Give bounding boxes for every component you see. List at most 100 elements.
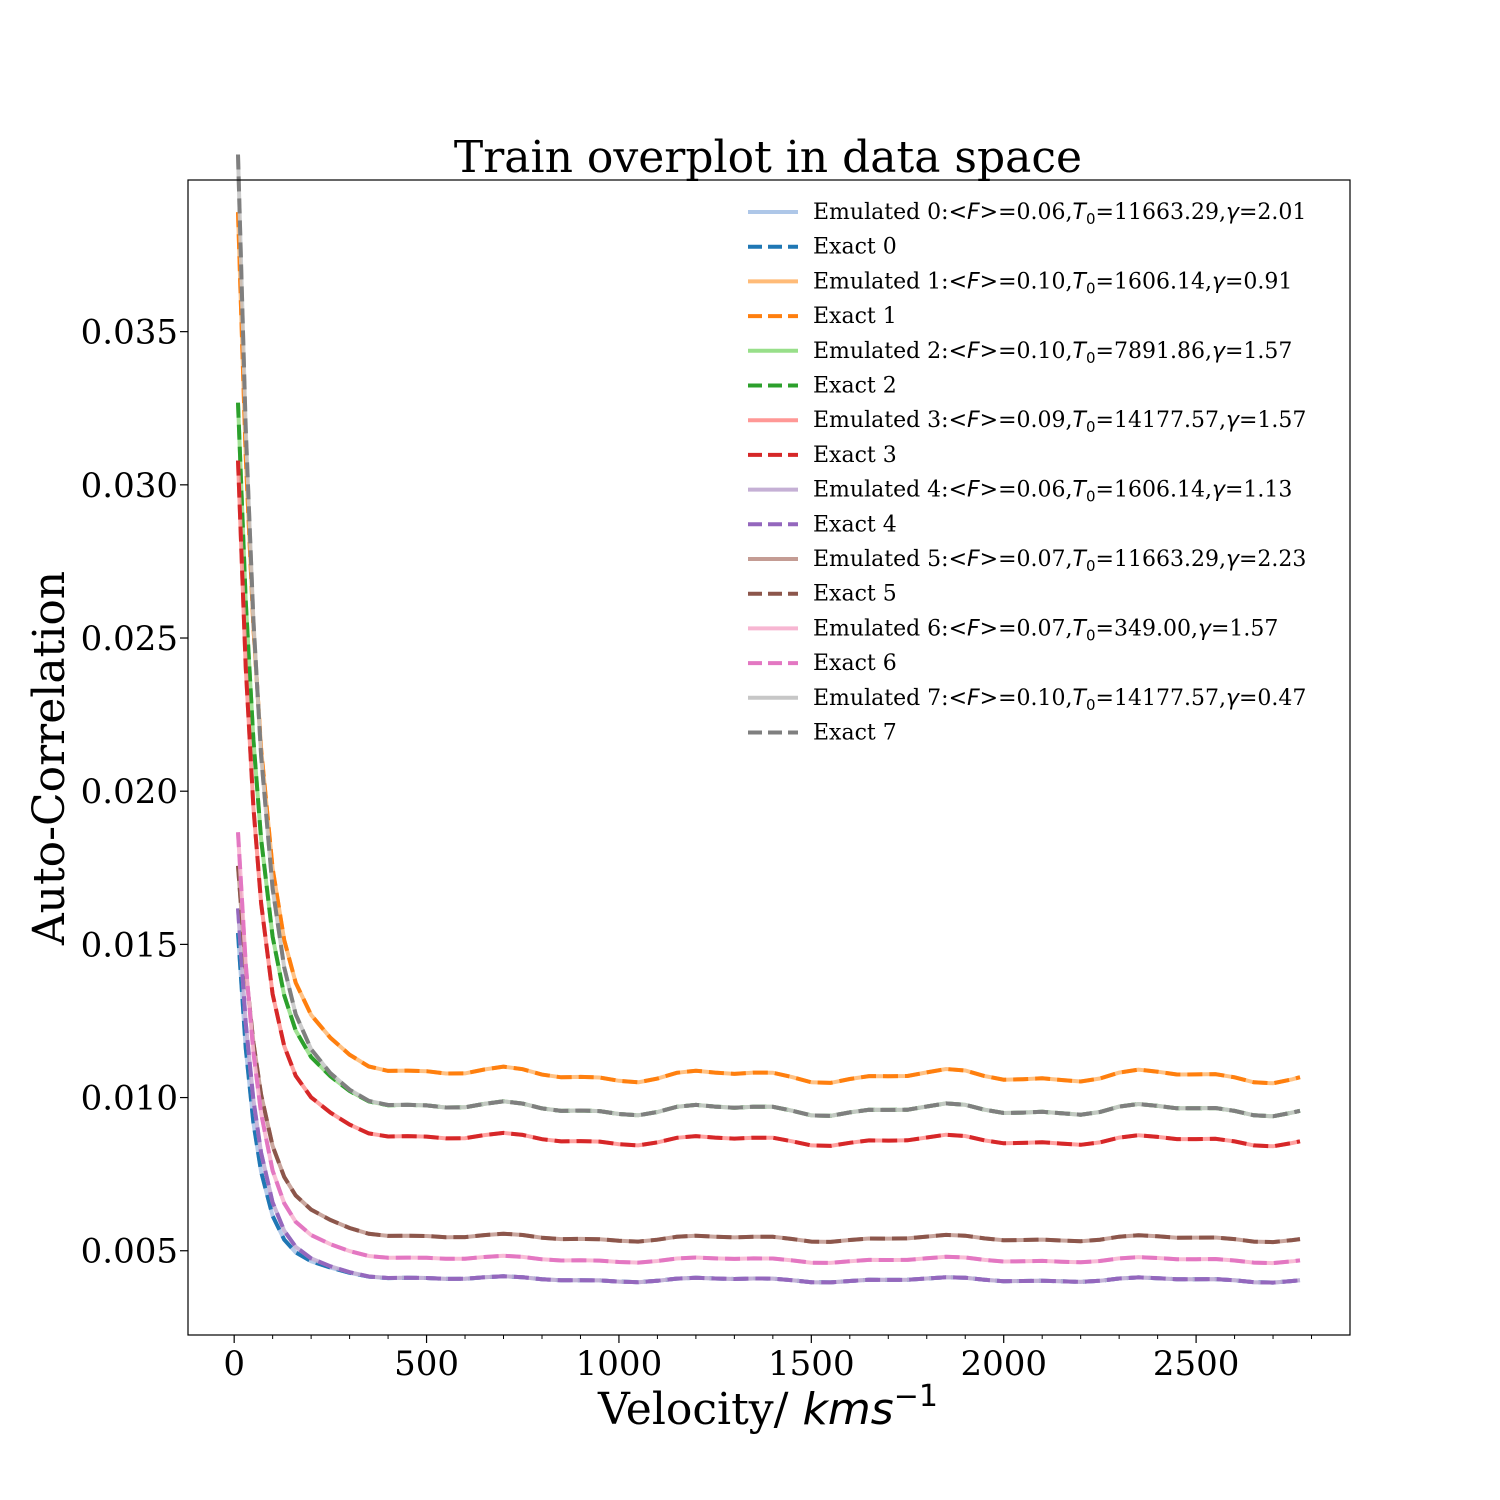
legend-label-part: <F>: [949, 408, 999, 433]
legend-label-emulated: Emulated 2:<F>=0.10,T0=7891.86,γ=1.57: [813, 339, 1292, 367]
legend-label-part: <F>: [949, 200, 999, 225]
legend-label-part: =0.10,: [998, 269, 1072, 294]
legend-label-emulated: Emulated 5:<F>=0.07,T0=11663.29,γ=2.23: [813, 547, 1306, 575]
y-tick-label: 0.015: [81, 925, 178, 965]
exact-line-2: [236, 402, 1301, 1119]
exact-line-5: [236, 865, 1301, 1245]
legend-label-part: Emulated 7:: [813, 686, 949, 711]
legend-label-part: γ: [1226, 547, 1240, 572]
y-tick-label: 0.005: [81, 1232, 178, 1272]
legend-label-part: 0: [1086, 210, 1096, 228]
exact-line-6: [236, 832, 1301, 1266]
exact-line-4: [236, 908, 1301, 1285]
legend-label-part: 0: [1086, 557, 1096, 575]
legend-label-part: T: [1073, 616, 1088, 641]
legend-label-exact: Exact 7: [813, 721, 897, 746]
legend-label-part: =1.13: [1225, 478, 1292, 503]
legend-label-part: =349.00,: [1096, 616, 1198, 641]
legend-label-part: <F>: [949, 686, 999, 711]
legend-label-exact: Exact 0: [813, 235, 897, 260]
legend-label-part: γ: [1212, 269, 1226, 294]
legend-label-part: Emulated 3:: [813, 408, 949, 433]
legend: Emulated 0:<F>=0.06,T0=11663.29,γ=2.01Ex…: [748, 200, 1306, 746]
emulated-line-4: [236, 908, 1301, 1285]
y-tick-label: 0.025: [81, 619, 178, 659]
y-axis: 0.005 0.010 0.015 0.020 0.025 0.030 0.035: [81, 313, 188, 1272]
x-tick-label: 2000: [960, 1344, 1047, 1384]
legend-label-part: <F>: [949, 269, 999, 294]
legend-label-part: =1606.14,: [1096, 478, 1212, 503]
legend-label-part: =2.01: [1239, 200, 1306, 225]
legend-label-part: =1606.14,: [1096, 269, 1212, 294]
legend-label-part: γ: [1212, 339, 1226, 364]
x-tick-label: 2500: [1153, 1344, 1240, 1384]
legend-label-part: =2.23: [1239, 547, 1306, 572]
legend-label-part: γ: [1226, 408, 1240, 433]
legend-label-part: T: [1073, 200, 1088, 225]
emulated-line-2: [236, 402, 1301, 1119]
legend-label-part: =14177.57,: [1096, 408, 1226, 433]
legend-label-part: Emulated 2:: [813, 339, 949, 364]
legend-label-part: =0.06,: [998, 200, 1072, 225]
emulated-line-6: [236, 832, 1301, 1266]
exact-line-1: [236, 212, 1301, 1086]
y-tick-label: 0.010: [81, 1079, 178, 1119]
plot-lines: [236, 154, 1301, 1285]
legend-label-part: <F>: [949, 547, 999, 572]
legend-label-part: <F>: [949, 339, 999, 364]
legend-label-part: =1.57: [1239, 408, 1306, 433]
legend-label-part: 0: [1086, 349, 1096, 367]
legend-label-part: 0: [1086, 418, 1096, 436]
legend-label-emulated: Emulated 1:<F>=0.10,T0=1606.14,γ=0.91: [813, 269, 1292, 297]
legend-label-part: 0: [1086, 279, 1096, 297]
legend-label-part: T: [1073, 339, 1088, 364]
legend-label-part: Emulated 6:: [813, 616, 949, 641]
legend-label-part: =0.09,: [998, 408, 1072, 433]
y-tick-label: 0.035: [81, 313, 178, 353]
legend-label-part: γ: [1212, 478, 1226, 503]
legend-label-emulated: Emulated 7:<F>=0.10,T0=14177.57,γ=0.47: [813, 686, 1306, 714]
legend-label-part: <F>: [949, 616, 999, 641]
exact-line-7: [236, 154, 1301, 1119]
legend-label-part: =1.57: [1211, 616, 1278, 641]
legend-label-part: γ: [1198, 616, 1212, 641]
legend-label-exact: Exact 1: [813, 304, 897, 329]
legend-label-part: Emulated 4:: [813, 478, 949, 503]
legend-label-part: =11663.29,: [1096, 547, 1226, 572]
legend-label-emulated: Emulated 3:<F>=0.09,T0=14177.57,γ=1.57: [813, 408, 1306, 436]
x-tick-label: 1000: [576, 1344, 663, 1384]
legend-label-part: T: [1073, 478, 1088, 503]
legend-label-part: =0.91: [1225, 269, 1292, 294]
legend-label-part: Emulated 5:: [813, 547, 949, 572]
legend-label-part: T: [1073, 408, 1088, 433]
y-axis-label: Auto-Correlation: [24, 571, 75, 946]
x-axis-label-units: kms: [802, 1384, 893, 1435]
legend-label-part: =0.47: [1239, 686, 1306, 711]
legend-label-part: <F>: [949, 478, 999, 503]
legend-label-part: Emulated 0:: [813, 200, 949, 225]
legend-label-part: =1.57: [1225, 339, 1292, 364]
legend-label-part: Emulated 1:: [813, 269, 949, 294]
legend-label-exact: Exact 3: [813, 443, 897, 468]
x-axis-label: Velocity/ kms−1: [597, 1379, 938, 1435]
legend-label-part: =0.06,: [998, 478, 1072, 503]
x-tick-label: 500: [394, 1344, 459, 1384]
legend-label-part: T: [1073, 547, 1088, 572]
legend-label-part: 0: [1086, 696, 1096, 714]
legend-label-emulated: Emulated 0:<F>=0.06,T0=11663.29,γ=2.01: [813, 200, 1306, 228]
legend-label-emulated: Emulated 4:<F>=0.06,T0=1606.14,γ=1.13: [813, 478, 1292, 506]
legend-label-part: =14177.57,: [1096, 686, 1226, 711]
legend-label-part: 0: [1086, 626, 1096, 644]
plot-frame: [187, 179, 1351, 1336]
legend-label-exact: Exact 5: [813, 582, 897, 607]
legend-label-part: =0.10,: [998, 339, 1072, 364]
legend-label-part: =0.07,: [998, 547, 1072, 572]
legend-label-part: =0.07,: [998, 616, 1072, 641]
legend-label-part: =7891.86,: [1096, 339, 1212, 364]
y-tick-label: 0.020: [81, 772, 178, 812]
x-tick-label: 1500: [768, 1344, 855, 1384]
x-axis: 0 500 1000 1500 2000 2500: [223, 1335, 1313, 1384]
x-axis-label-exponent: −1: [894, 1379, 938, 1414]
legend-label-part: γ: [1226, 686, 1240, 711]
